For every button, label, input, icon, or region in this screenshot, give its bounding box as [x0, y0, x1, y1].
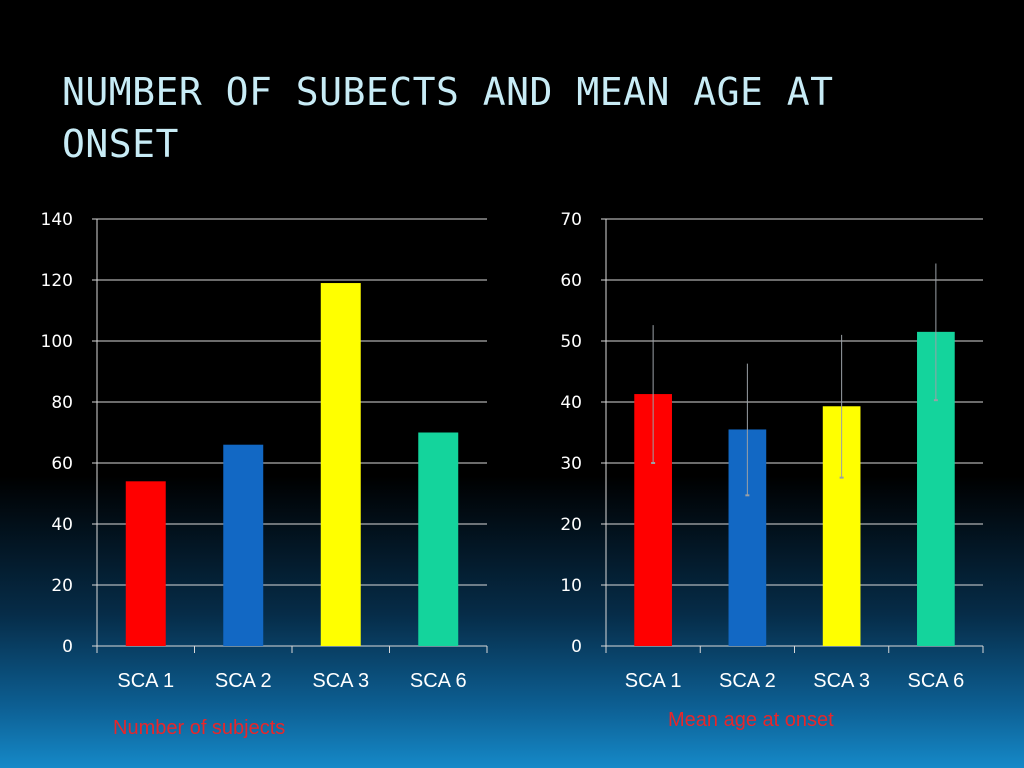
y-tick-label: 50 [560, 332, 582, 352]
y-tick-label: 20 [560, 515, 582, 535]
x-category-label: SCA 3 [312, 670, 369, 692]
x-category-label: SCA 1 [117, 670, 174, 692]
bar [223, 444, 264, 646]
x-category-label: SCA 2 [215, 670, 272, 692]
x-category-label: SCA 3 [813, 670, 870, 692]
caption-mean-age-at-onset: Mean age at onset [668, 709, 834, 731]
y-tick-label: 100 [41, 332, 73, 352]
slide-title: NUMBER OF SUBECTS AND MEAN AGE AT ONSET [62, 70, 834, 166]
y-tick-label: 120 [41, 271, 73, 291]
bar [125, 481, 166, 646]
y-tick-label: 140 [41, 210, 73, 230]
caption-number-of-subjects: Number of subjects [113, 717, 286, 739]
y-tick-label: 20 [51, 576, 73, 596]
y-tick-label: 40 [51, 515, 73, 535]
bar [418, 432, 459, 646]
x-category-label: SCA 1 [625, 670, 682, 692]
x-category-label: SCA 6 [908, 670, 965, 692]
y-tick-label: 70 [560, 210, 582, 230]
y-tick-label: 10 [560, 576, 582, 596]
y-tick-label: 60 [51, 454, 73, 474]
y-tick-label: 80 [51, 393, 73, 413]
y-tick-label: 0 [62, 637, 73, 657]
y-tick-label: 30 [560, 454, 582, 474]
y-tick-label: 40 [560, 393, 582, 413]
y-tick-label: 0 [571, 637, 582, 657]
x-category-label: SCA 2 [719, 670, 776, 692]
x-category-label: SCA 6 [410, 670, 467, 692]
y-tick-label: 60 [560, 271, 582, 291]
bar [320, 283, 361, 646]
